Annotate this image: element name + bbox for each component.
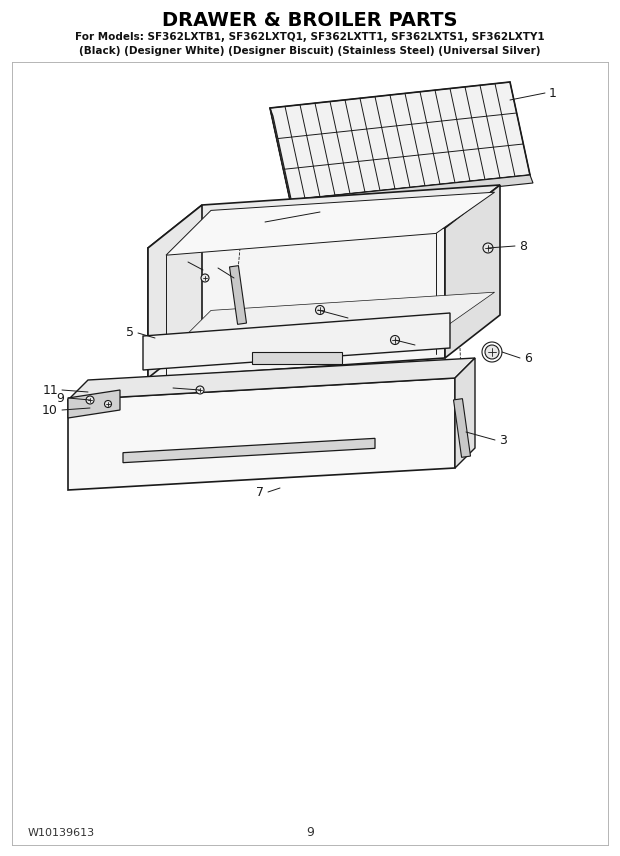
- Text: 6: 6: [524, 352, 532, 365]
- Bar: [252, 352, 342, 364]
- Text: (Black) (Designer White) (Designer Biscuit) (Stainless Steel) (Universal Silver): (Black) (Designer White) (Designer Biscu…: [79, 46, 541, 56]
- Circle shape: [196, 386, 204, 394]
- Text: 9: 9: [56, 391, 64, 405]
- Text: 3: 3: [499, 433, 507, 447]
- Circle shape: [201, 274, 209, 282]
- Polygon shape: [68, 378, 455, 490]
- Text: eReplacementParts.com: eReplacementParts.com: [238, 451, 382, 465]
- Text: For Models: SF362LXTB1, SF362LXTQ1, SF362LXTT1, SF362LXTS1, SF362LXTY1: For Models: SF362LXTB1, SF362LXTQ1, SF36…: [75, 32, 545, 42]
- Text: 2: 2: [253, 216, 261, 229]
- Polygon shape: [445, 185, 500, 358]
- Text: 10: 10: [42, 403, 58, 417]
- Text: 7: 7: [256, 485, 264, 498]
- Circle shape: [316, 306, 324, 314]
- Polygon shape: [290, 175, 533, 208]
- Text: 4: 4: [176, 255, 184, 269]
- Polygon shape: [68, 358, 475, 400]
- Polygon shape: [148, 205, 202, 378]
- Text: 8: 8: [352, 312, 360, 324]
- Text: 11: 11: [42, 383, 58, 396]
- Text: 8: 8: [519, 240, 527, 253]
- Polygon shape: [455, 358, 475, 468]
- Polygon shape: [148, 185, 500, 248]
- Polygon shape: [270, 108, 293, 208]
- Polygon shape: [148, 228, 445, 378]
- Polygon shape: [68, 390, 120, 418]
- Polygon shape: [270, 82, 530, 200]
- Circle shape: [86, 396, 94, 404]
- Circle shape: [105, 401, 112, 407]
- Circle shape: [391, 336, 399, 344]
- Text: DRAWER & BROILER PARTS: DRAWER & BROILER PARTS: [162, 10, 458, 29]
- Polygon shape: [166, 292, 495, 355]
- Text: 5: 5: [126, 326, 134, 340]
- Polygon shape: [123, 438, 375, 463]
- Text: 8: 8: [419, 338, 427, 352]
- Text: 3: 3: [206, 261, 214, 275]
- Polygon shape: [453, 399, 471, 457]
- Circle shape: [485, 345, 499, 359]
- Polygon shape: [166, 193, 495, 255]
- Polygon shape: [143, 313, 450, 370]
- Text: 8: 8: [161, 382, 169, 395]
- Text: W10139613: W10139613: [28, 828, 95, 838]
- Text: 1: 1: [549, 86, 557, 99]
- Polygon shape: [229, 265, 247, 324]
- Text: 9: 9: [306, 827, 314, 840]
- Circle shape: [483, 243, 493, 253]
